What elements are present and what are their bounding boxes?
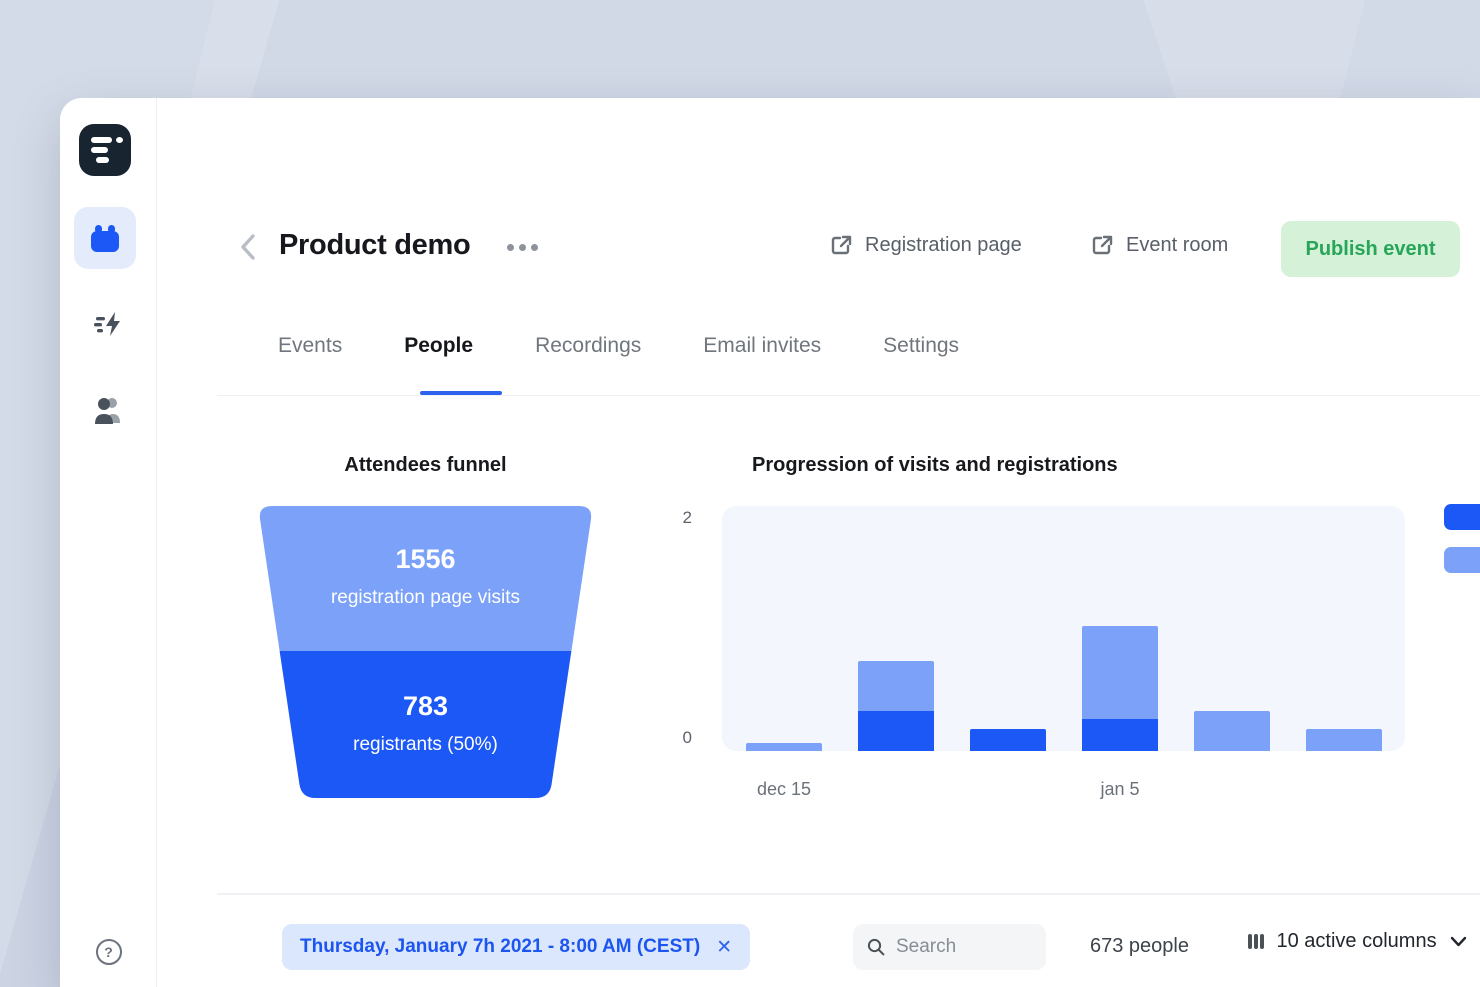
event-room-link[interactable]: Event room <box>1091 234 1228 257</box>
tab-email-invites[interactable]: Email invites <box>703 334 822 357</box>
funnel-registrants-label: registrants (50%) <box>353 734 498 755</box>
registration-page-link[interactable]: Registration page <box>830 234 1022 257</box>
bar-segment-visits <box>1194 711 1270 751</box>
funnel-visits-value: 1556 <box>395 544 455 574</box>
section-divider <box>217 893 1480 895</box>
contacts-people-icon <box>94 398 120 424</box>
active-tab-underline <box>420 391 502 395</box>
publish-event-button[interactable]: Publish event <box>1281 221 1460 277</box>
funnel-stage-registrants <box>259 651 592 798</box>
sidebar-item-automations[interactable] <box>60 308 157 340</box>
tab-settings[interactable]: Settings <box>883 334 960 357</box>
legend-swatch-registrants <box>1444 504 1480 530</box>
funnel-stage-visits <box>259 506 592 651</box>
livestorm-logo[interactable] <box>79 124 131 176</box>
bars-layer <box>722 506 1405 751</box>
attendees-funnel-chart: 1556 registration page visits 783 regist… <box>259 506 592 798</box>
bar-segment-registrants <box>970 729 1046 751</box>
chart-bar <box>1306 729 1382 751</box>
registration-page-label: Registration page <box>865 234 1022 256</box>
external-link-icon <box>831 235 852 255</box>
x-axis-label: dec 15 <box>756 779 812 799</box>
calendar-icon <box>91 224 119 252</box>
search-icon <box>867 938 885 956</box>
session-filter-label: Thursday, January 7h 2021 - 8:00 AM (CES… <box>300 936 701 957</box>
sidebar: ? <box>60 98 157 987</box>
bar-segment-visits <box>858 660 934 712</box>
x-axis-label: jan 5 <box>1100 779 1140 799</box>
back-button[interactable] <box>238 232 260 262</box>
tab-recordings[interactable]: Recordings <box>535 334 642 357</box>
chart-bar <box>1194 711 1270 751</box>
chart-bar <box>1082 625 1158 751</box>
help-button[interactable]: ? <box>60 939 157 965</box>
x-axis-labels: dec 15 jan 5 <box>722 779 1405 805</box>
automation-bolt-icon <box>93 312 120 336</box>
tab-bar: Events People Recordings Email invites S… <box>278 334 959 358</box>
columns-icon <box>1248 934 1264 949</box>
bar-segment-registrants <box>858 711 934 751</box>
bar-segment-visits <box>1082 625 1158 720</box>
app-window: ? Product demo Registration page Event r… <box>60 98 1480 987</box>
help-glyph: ? <box>104 944 113 960</box>
bar-segment-visits <box>1306 729 1382 751</box>
bar-segment-registrants <box>1082 719 1158 751</box>
event-room-label: Event room <box>1126 234 1229 256</box>
sidebar-item-events[interactable] <box>74 207 136 269</box>
progression-chart <box>722 506 1405 751</box>
chart-title: Progression of visits and registrations <box>752 454 1118 476</box>
more-options-icon[interactable] <box>507 244 538 251</box>
people-count: 673 people <box>1090 935 1189 957</box>
active-columns-label: 10 active columns <box>1276 930 1437 952</box>
tabs-divider <box>217 395 1480 396</box>
search-input[interactable] <box>896 936 1016 958</box>
close-icon[interactable]: ✕ <box>716 936 733 958</box>
legend-item-visits: visi <box>1444 547 1480 573</box>
chart-bar <box>746 743 822 751</box>
chart-bar <box>858 660 934 751</box>
tab-people[interactable]: People <box>404 334 474 357</box>
y-axis-tick-0: 0 <box>682 728 692 747</box>
funnel-registrants-value: 783 <box>403 691 448 721</box>
funnel-title: Attendees funnel <box>344 454 507 476</box>
legend-item-registrants: Reg <box>1444 504 1480 530</box>
help-question-icon: ? <box>95 939 122 965</box>
chart-bar <box>970 729 1046 751</box>
y-axis-tick-2: 2 <box>682 508 692 527</box>
search-box[interactable] <box>853 924 1046 970</box>
external-link-icon <box>1092 235 1113 255</box>
legend-swatch-visits <box>1444 547 1480 573</box>
funnel-visits-label: registration page visits <box>331 587 520 608</box>
bar-segment-visits <box>746 743 822 751</box>
tab-events[interactable]: Events <box>278 334 343 357</box>
active-columns-dropdown[interactable]: 10 active columns <box>1248 930 1467 953</box>
chart-legend: Reg visi <box>1444 504 1480 590</box>
page-title: Product demo <box>279 229 471 261</box>
sidebar-item-contacts[interactable] <box>60 395 157 425</box>
chevron-down-icon <box>1450 936 1466 947</box>
session-filter-chip[interactable]: Thursday, January 7h 2021 - 8:00 AM (CES… <box>282 924 751 970</box>
